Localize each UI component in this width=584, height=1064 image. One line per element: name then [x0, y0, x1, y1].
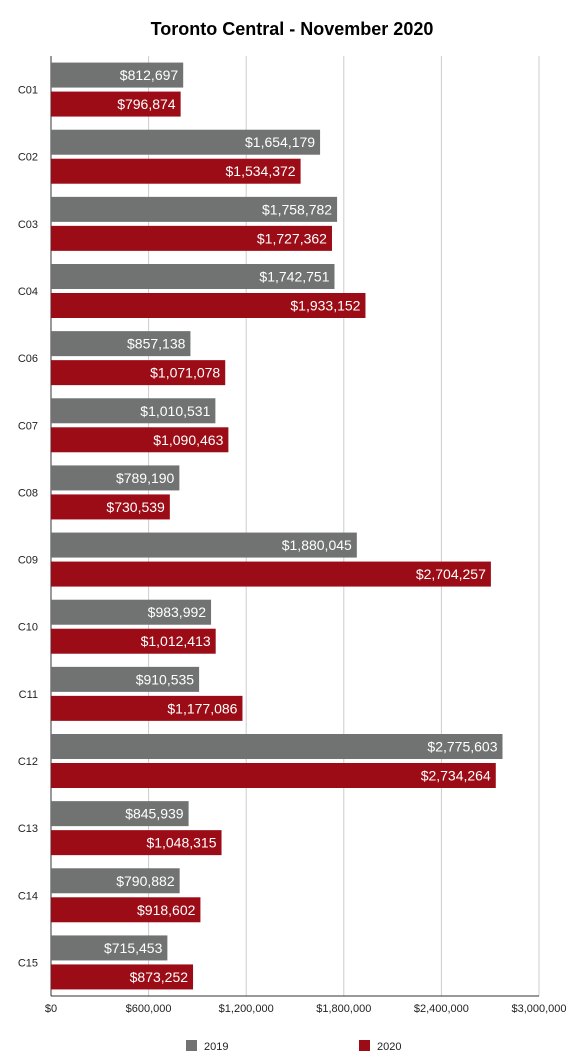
- bar-2020-C11: [51, 695, 243, 721]
- bar-2020-C12: [51, 763, 496, 788]
- data-label-2020-C04: $1,933,152: [290, 298, 360, 314]
- legend: 2019 2020: [186, 1040, 401, 1053]
- category-label-C11: C11: [19, 689, 38, 701]
- category-label-C08: C08: [18, 487, 38, 499]
- bar-2019-C04: [51, 264, 335, 289]
- data-label-2019-C09: $1,880,045: [282, 537, 352, 553]
- bar-2019-C15: [51, 935, 168, 961]
- data-label-2019-C11: $910,535: [136, 671, 195, 687]
- bar-2019-C08: [51, 465, 180, 491]
- data-label-2019-C04: $1,742,751: [259, 269, 329, 285]
- bar-2020-C06: [51, 360, 226, 386]
- category-label-C04: C04: [18, 286, 38, 298]
- data-label-2019-C08: $789,190: [116, 470, 175, 486]
- bar-2019-C14: [51, 868, 180, 894]
- legend-label-2019: 2019: [204, 1041, 228, 1053]
- category-label-C13: C13: [18, 823, 38, 835]
- data-label-2020-C09: $2,704,257: [416, 566, 486, 582]
- x-tick-label: $1,200,000: [219, 1003, 274, 1015]
- category-label-C07: C07: [18, 420, 38, 432]
- bars: $812,697 $796,874 $1,654,179 $1,534,372 $1,7…: [51, 62, 503, 990]
- data-label-2019-C14: $790,882: [116, 873, 175, 889]
- legend-label-2020: 2020: [377, 1041, 401, 1053]
- data-label-2019-C12: $2,775,603: [427, 739, 497, 755]
- category-label-C01: C01: [18, 85, 38, 97]
- bar-2020-C07: [51, 427, 229, 453]
- bar-2019-C07: [51, 398, 216, 424]
- data-label-2019-C10: $983,992: [148, 604, 207, 620]
- bar-2020-C14: [51, 897, 201, 923]
- bar-2020-C04: [51, 293, 366, 318]
- x-tick-label: $2,400,000: [414, 1003, 469, 1015]
- data-label-2019-C13: $845,939: [125, 806, 184, 822]
- category-label-C12: C12: [18, 756, 38, 768]
- bar-2020-C15: [51, 964, 194, 990]
- bar-2019-C12: [51, 734, 503, 759]
- bar-2019-C03: [51, 196, 338, 222]
- data-label-2019-C02: $1,654,179: [245, 134, 315, 150]
- bar-2020-C01: [51, 91, 181, 117]
- bar-2020-C08: [51, 494, 170, 520]
- bar-2019-C06: [51, 331, 191, 357]
- bar-2019-C11: [51, 666, 200, 692]
- data-label-2019-C06: $857,138: [127, 336, 186, 352]
- data-label-2020-C10: $1,012,413: [141, 633, 211, 649]
- category-label-C02: C02: [18, 152, 38, 164]
- category-label-C09: C09: [18, 555, 38, 567]
- category-label-C06: C06: [18, 353, 38, 365]
- data-label-2020-C15: $873,252: [130, 969, 189, 985]
- bar-2020-C10: [51, 628, 216, 654]
- x-tick-label: $0: [45, 1003, 57, 1015]
- data-label-2019-C15: $715,453: [104, 940, 163, 956]
- data-label-2020-C07: $1,090,463: [153, 432, 223, 448]
- category-labels: C01 C02 C03 C04 C06 C07 C08 C09 C10 C11 C12 C13 C14 C…: [18, 85, 38, 970]
- data-label-2020-C02: $1,534,372: [226, 163, 296, 179]
- category-label-C14: C14: [18, 890, 38, 902]
- chart-title: Toronto Central - November 2020: [151, 19, 434, 39]
- data-label-2020-C08: $730,539: [106, 499, 165, 515]
- bar-2020-C13: [51, 830, 222, 856]
- bar-2019-C09: [51, 532, 357, 558]
- category-label-C15: C15: [18, 957, 38, 969]
- legend-swatch-2019: [186, 1040, 197, 1051]
- data-label-2020-C13: $1,048,315: [146, 835, 216, 851]
- data-label-2020-C11: $1,177,086: [167, 700, 237, 716]
- bar-2019-C01: [51, 62, 184, 88]
- data-label-2019-C01: $812,697: [120, 67, 179, 83]
- data-label-2019-C03: $1,758,782: [262, 201, 332, 217]
- legend-swatch-2020: [359, 1040, 370, 1051]
- x-tick-label: $600,000: [126, 1003, 172, 1015]
- data-label-2020-C01: $796,874: [117, 96, 176, 112]
- bar-2019-C10: [51, 599, 212, 625]
- bar-2020-C02: [51, 158, 301, 184]
- data-label-2019-C07: $1,010,531: [140, 403, 210, 419]
- data-label-2020-C14: $918,602: [137, 902, 196, 918]
- data-label-2020-C03: $1,727,362: [257, 230, 327, 246]
- bar-2019-C02: [51, 129, 321, 155]
- bar-2020-C03: [51, 225, 332, 251]
- x-axis-ticks: $0 $600,000 $1,200,000 $1,800,000 $2,400,000…: [45, 1003, 567, 1015]
- x-tick-label: $1,800,000: [316, 1003, 371, 1015]
- bar-2019-C13: [51, 801, 189, 827]
- category-label-C10: C10: [18, 622, 38, 634]
- x-tick-label: $3,000,000: [511, 1003, 566, 1015]
- category-label-C03: C03: [18, 219, 38, 231]
- data-label-2020-C12: $2,734,264: [421, 768, 491, 784]
- bar-2020-C09: [51, 561, 491, 587]
- data-label-2020-C06: $1,071,078: [150, 365, 220, 381]
